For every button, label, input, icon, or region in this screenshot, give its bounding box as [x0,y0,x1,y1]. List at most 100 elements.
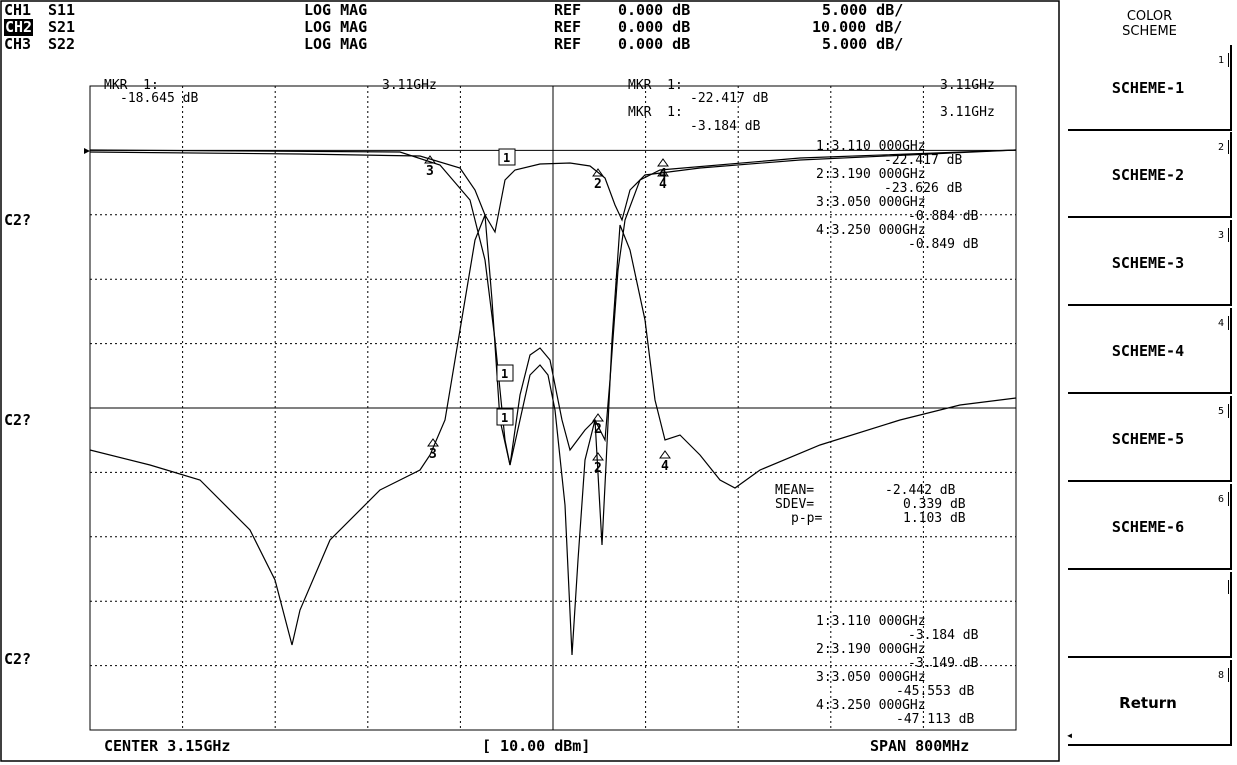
softkey-label: SCHEME-6 [1111,518,1185,536]
marker-tag[interactable]: 2 [592,452,604,476]
stat-label: MEAN= [775,483,815,498]
marker-table-entry: -3.149 dB [908,656,979,671]
softkey-number: 8 [1217,668,1230,682]
active-marker-tag[interactable]: 1 [498,148,516,166]
channel-param: S22 [48,35,76,53]
marker-number: 2 [594,177,602,192]
marker-arrow-icon [424,155,436,164]
marker-table-entry: 2:3.190 000GHz [816,167,926,182]
marker-arrow-icon [592,413,604,422]
marker-number: 4 [659,167,667,182]
screen-frame [0,0,1060,762]
softkey-menu-title: SCHEME [1122,24,1177,39]
marker-number: 2 [594,461,602,476]
marker-table-entry: 4:3.250 000GHz [816,223,926,238]
marker-box-icon [496,408,514,426]
softkey-return[interactable]: Return 8 [1068,660,1232,746]
marker-arrow-icon [592,168,604,177]
channel-axis-label: C2? [4,411,32,429]
softkey-scheme-6[interactable]: SCHEME-6 6 [1068,484,1232,570]
channel-format: LOG MAG [304,35,368,53]
softkey-label: SCHEME-2 [1111,166,1185,184]
marker-number: 1 [503,151,510,165]
frequency-span: SPAN 800MHz [870,737,970,755]
channel-ref-label: REF [554,1,582,19]
marker-arrow-icon [659,450,671,459]
channel-format: LOG MAG [304,18,368,36]
marker-table-entry: -47.113 dB [896,712,975,727]
channel-name: CH3 [4,35,32,53]
channel-axis-label: C2? [4,650,32,668]
stat-label: p-p= [791,511,823,526]
marker-table-entry: 2:3.190 000GHz [816,642,926,657]
marker-table-entry: -0.849 dB [908,237,979,252]
marker-number: 4 [661,459,669,474]
softkey-scheme-2[interactable]: SCHEME-2 2 [1068,132,1232,218]
marker-tag[interactable]: 4 [657,158,669,182]
stat-value: 1.103 dB [903,511,966,526]
channel-scale: 10.000 dB/ [812,18,903,36]
marker-tag[interactable]: 2 [592,413,604,437]
marker-tag[interactable]: 3 [424,155,436,179]
softkey-scheme-4[interactable]: SCHEME-4 4 [1068,308,1232,394]
channel-name: CH2 [4,18,34,36]
marker-tag[interactable]: 4 [657,168,669,192]
softkey-blank[interactable] [1068,572,1232,658]
channel-name: CH1 [4,1,32,19]
softkey-number: 6 [1217,492,1230,506]
channel-axis-label: C2? [4,211,32,229]
marker-table-entry: -45.553 dB [896,684,975,699]
marker-readout-left-freq: 3.11GHz [382,78,437,93]
marker-readout-right2-freq: 3.11GHz [940,105,995,120]
marker-table-entry: -23.626 dB [884,181,963,196]
channel-ref-value: 0.000 dB [618,35,691,53]
softkey-menu-title: COLOR [1126,9,1173,24]
reference-pointer-icon [84,148,90,154]
active-marker-tag[interactable]: 1 [496,364,514,382]
channel-ref-label: REF [554,35,582,53]
marker-number: 1 [501,411,508,425]
marker-tag[interactable]: 4 [659,450,671,474]
softkey-scheme-1[interactable]: SCHEME-1 1 [1068,45,1232,131]
marker-number: 2 [594,422,602,437]
marker-table-entry: -3.184 dB [908,628,979,643]
marker-table-entry: 4:3.250 000GHz [816,698,926,713]
softkey-number: 2 [1217,140,1230,154]
marker-readout-right-label: MKR 1: [628,78,683,93]
softkey-number: 3 [1217,228,1230,242]
channel-scale: 5.000 dB/ [822,1,904,19]
marker-readout-right-value: -22.417 dB [690,91,769,106]
trace-s21 [89,149,1017,234]
stat-value: -2.442 dB [885,483,956,498]
marker-readout-right2-label: MKR 1: [628,105,683,120]
marker-readout-right-freq: 3.11GHz [940,78,995,93]
channel-ref-value: 0.000 dB [618,1,691,19]
marker-arrow-icon [592,452,604,461]
marker-readout-left-value: -18.645 dB [120,91,199,106]
softkey-scheme-5[interactable]: SCHEME-5 5 [1068,396,1232,482]
softkey-number: 1 [1217,53,1230,67]
active-marker-tag[interactable]: 1 [496,408,514,426]
marker-tag[interactable]: 2 [592,168,604,192]
center-frequency: CENTER 3.15GHz [104,737,231,755]
channel-param: S21 [48,18,76,36]
marker-tag[interactable]: 3 [427,438,439,462]
channel-scale: 5.000 dB/ [822,35,904,53]
graticule [0,0,1060,762]
channel-ref-value: 0.000 dB [618,18,691,36]
channel-format: LOG MAG [304,1,368,19]
traces [89,149,1017,656]
softkey-label: SCHEME-1 [1111,79,1185,97]
marker-arrow-icon [657,158,669,167]
softkey-scheme-3[interactable]: SCHEME-3 3 [1068,220,1232,306]
trace-s22 [89,149,1017,466]
softkey-label: SCHEME-4 [1111,342,1185,360]
marker-table-entry: 3:3.050 000GHz [816,670,926,685]
marker-table-entry: 3:3.050 000GHz [816,195,926,210]
marker-arrow-icon [427,438,439,447]
marker-number: 3 [429,447,437,462]
softkey-label: SCHEME-3 [1111,254,1185,272]
